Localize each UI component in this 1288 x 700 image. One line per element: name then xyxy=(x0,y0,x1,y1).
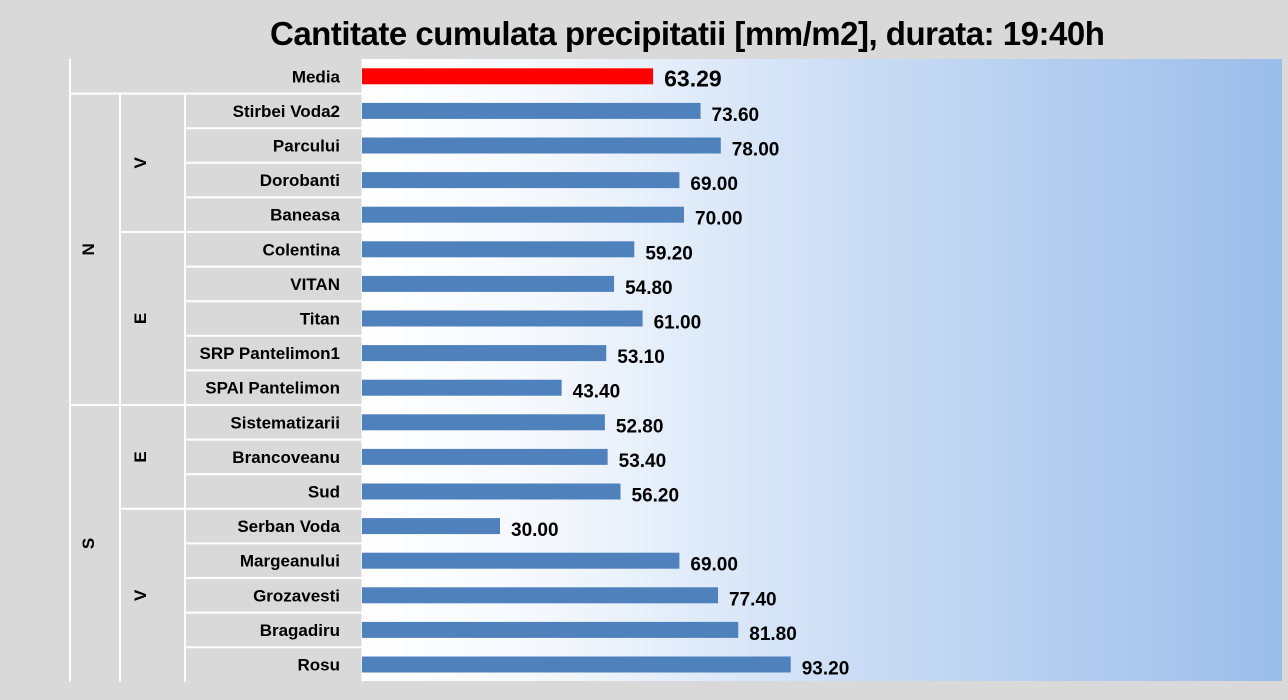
category-label: Parcului xyxy=(273,137,340,156)
category-label: Brancoveanu xyxy=(232,448,340,467)
value-label: 61.00 xyxy=(654,313,702,334)
value-label: 78.00 xyxy=(732,140,780,161)
bar xyxy=(362,379,562,396)
value-label: 52.80 xyxy=(616,416,664,437)
bar xyxy=(362,310,643,327)
bar xyxy=(362,68,654,85)
value-label: 70.00 xyxy=(695,209,743,230)
bar xyxy=(362,414,605,431)
category-label: Dorobanti xyxy=(260,171,340,190)
category-label: Stirbei Voda2 xyxy=(233,102,340,121)
category-label: Grozavesti xyxy=(253,586,340,605)
chart-title: Cantitate cumulata precipitatii [mm/m2],… xyxy=(270,15,1105,52)
bar xyxy=(362,518,500,535)
bar xyxy=(362,448,608,465)
value-label: 53.40 xyxy=(619,451,667,472)
category-label: Margeanului xyxy=(240,552,340,571)
category-label: Colentina xyxy=(263,240,341,259)
bar xyxy=(362,587,719,604)
category-label: Baneasa xyxy=(270,206,340,225)
inner-group-label: V xyxy=(131,589,150,601)
category-label: VITAN xyxy=(290,275,340,294)
category-label: Titan xyxy=(300,310,340,329)
value-label: 43.40 xyxy=(573,382,621,403)
outer-group-label: S xyxy=(79,538,98,549)
inner-group-label: E xyxy=(131,451,150,462)
category-label: Sud xyxy=(308,483,340,502)
value-label: 54.80 xyxy=(625,278,673,299)
bar xyxy=(362,621,739,638)
value-label: 59.20 xyxy=(645,243,693,264)
outer-group-label: N xyxy=(79,243,98,255)
category-label: SPAI Pantelimon xyxy=(205,379,340,398)
category-label: Rosu xyxy=(298,656,341,675)
bar xyxy=(362,483,621,500)
bar xyxy=(362,345,607,362)
value-label: 81.80 xyxy=(749,624,797,645)
bar xyxy=(362,206,684,223)
category-label: Sistematizarii xyxy=(230,413,340,432)
bar xyxy=(362,172,680,189)
value-label: 56.20 xyxy=(632,486,680,507)
bar xyxy=(362,552,680,569)
inner-group-label: E xyxy=(131,313,150,324)
value-label: 53.10 xyxy=(617,347,665,368)
bar xyxy=(362,275,615,292)
category-label: Serban Voda xyxy=(237,517,340,536)
category-label: Bragadiru xyxy=(260,621,340,640)
value-label: 77.40 xyxy=(729,589,777,610)
value-label: 69.00 xyxy=(690,555,738,576)
value-label: 69.00 xyxy=(690,174,738,195)
category-label: SRP Pantelimon1 xyxy=(200,344,340,363)
bar xyxy=(362,102,701,119)
value-label: 30.00 xyxy=(511,520,559,541)
bar xyxy=(362,137,721,154)
bar xyxy=(362,656,791,673)
value-label: 73.60 xyxy=(712,105,760,126)
category-label: Media xyxy=(292,67,341,86)
plot-area xyxy=(362,59,1282,681)
bar xyxy=(362,241,635,258)
value-label: 63.29 xyxy=(664,65,722,91)
value-label: 93.20 xyxy=(802,659,850,680)
inner-group-label: V xyxy=(131,156,150,168)
